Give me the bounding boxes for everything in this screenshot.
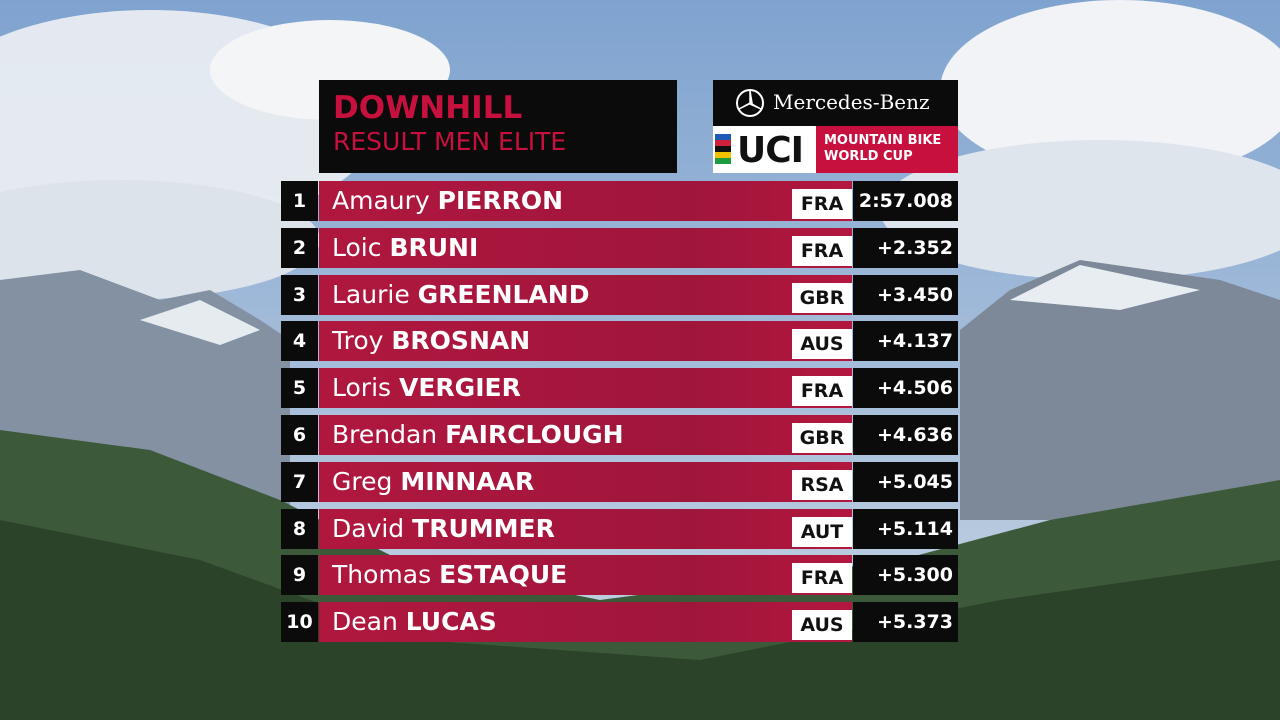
rider-bar: David TRUMMER [319, 508, 852, 549]
time: +4.506 [853, 368, 958, 409]
last-name: GREENLAND [417, 279, 590, 309]
country: GBR [792, 423, 852, 453]
last-name: BRUNI [389, 232, 479, 262]
rider-bar: Dean LUCAS [319, 602, 852, 643]
country: FRA [792, 235, 852, 266]
rank: 5 [281, 368, 318, 409]
time: +5.300 [853, 555, 958, 596]
sponsor-panel: Mercedes-Benz UCI MOUNTAIN BIKE WORLD CU… [713, 80, 958, 173]
country: AUS [792, 610, 852, 641]
series-line: WORLD CUP [824, 149, 913, 164]
rider-bar: Brendan FAIRCLOUGH [319, 415, 852, 455]
first-name: Brendan [332, 420, 438, 449]
rank: 2 [281, 227, 318, 268]
first-name: Greg [332, 466, 393, 496]
first-name: Troy [332, 326, 384, 356]
last-name: LUCAS [405, 607, 497, 637]
subtitle: RESULT MEN ELITE [333, 127, 567, 156]
time: +5.045 [853, 461, 958, 502]
time: +4.137 [853, 321, 958, 362]
last-name: TRUMMER [412, 513, 555, 543]
time: +4.636 [853, 415, 958, 455]
first-name: Loic [332, 232, 382, 262]
series-name: MOUNTAIN BIKE WORLD CUP [816, 126, 958, 173]
rank: 6 [281, 415, 318, 455]
rider-bar: Loic BRUNI [319, 227, 852, 268]
first-name: Laurie [332, 279, 410, 309]
time: +5.373 [853, 602, 958, 643]
brand-star [736, 89, 764, 117]
brand-name: Mercedes-Benz [773, 90, 930, 114]
first-name: Dean [332, 607, 398, 637]
country: AUS [792, 329, 852, 360]
first-name: David [332, 513, 405, 543]
rainbow-stripes [715, 134, 731, 164]
time: +2.352 [853, 227, 958, 268]
country: GBR [792, 282, 852, 313]
last-name: VERGIER [399, 373, 521, 403]
rider-bar: Loris VERGIER [319, 368, 852, 409]
rider-bar: Thomas ESTAQUE [319, 555, 852, 596]
rider-bar: Amaury PIERRON [319, 181, 852, 221]
first-name: Loris [332, 373, 392, 403]
country: FRA [792, 189, 852, 219]
header-panel: DOWNHILL RESULT MEN ELITE [319, 80, 677, 173]
country: FRA [792, 563, 852, 594]
country: FRA [792, 376, 852, 407]
uci-bar: UCI MOUNTAIN BIKE WORLD CUP [713, 126, 958, 173]
last-name: PIERRON [437, 186, 564, 215]
first-name: Thomas [332, 560, 432, 590]
rank: 8 [281, 508, 318, 549]
time: +3.450 [853, 274, 958, 315]
rank: 1 [281, 181, 318, 221]
rank: 7 [281, 461, 318, 502]
title: DOWNHILL [333, 90, 523, 126]
last-name: ESTAQUE [439, 560, 568, 590]
rider-bar: Laurie GREENLAND [319, 274, 852, 315]
first-name: Amaury [332, 186, 430, 215]
rider-bar: Greg MINNAAR [319, 461, 852, 502]
time: +5.114 [853, 508, 958, 549]
rider-bar: Troy BROSNAN [319, 321, 852, 362]
country: RSA [792, 469, 852, 500]
last-name: MINNAAR [400, 466, 535, 496]
series-line: MOUNTAIN BIKE [824, 133, 942, 148]
rank: 10 [281, 602, 318, 643]
time: 2:57.008 [853, 181, 958, 221]
last-name: FAIRCLOUGH [445, 420, 624, 449]
rank: 3 [281, 274, 318, 315]
country: AUT [792, 516, 852, 547]
uci-logo: UCI [737, 130, 804, 171]
rank: 4 [281, 321, 318, 362]
rank: 9 [281, 555, 318, 596]
last-name: BROSNAN [391, 326, 531, 356]
